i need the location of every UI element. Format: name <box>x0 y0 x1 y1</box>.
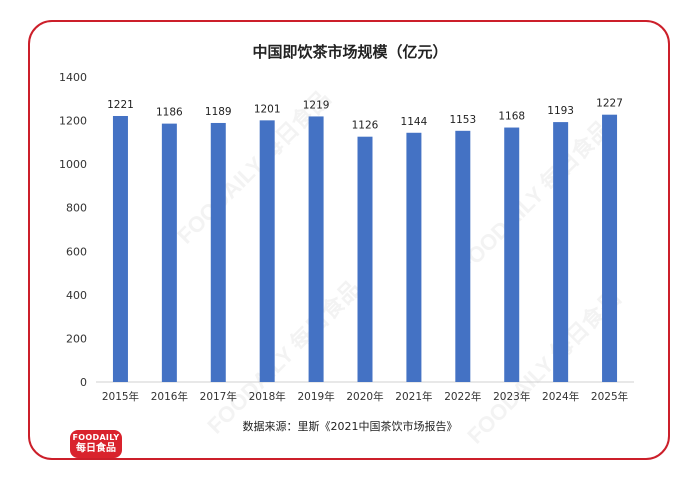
x-tick-label: 2017年 <box>200 390 237 403</box>
x-tick-label: 2022年 <box>444 390 481 403</box>
x-tick-label: 2021年 <box>395 390 432 403</box>
logo-line1: FOODAILY <box>72 433 120 442</box>
x-tick-label: 2020年 <box>346 390 383 403</box>
x-tick-label: 2015年 <box>102 390 139 403</box>
bar <box>357 136 373 382</box>
chart-title: 中国即饮茶市场规模（亿元） <box>252 43 448 61</box>
y-tick-label: 1200 <box>59 115 87 128</box>
data-label: 1189 <box>205 106 232 118</box>
x-tick-label: 2016年 <box>151 390 188 403</box>
y-tick-label: 1400 <box>59 71 87 84</box>
y-tick-label: 0 <box>80 376 87 389</box>
logo-line2: 每日食品 <box>76 443 116 454</box>
y-tick-label: 200 <box>66 332 87 345</box>
x-tick-label: 2024年 <box>542 390 579 403</box>
source-note: 数据来源：里斯《2021中国茶饮市场报告》 <box>242 420 458 433</box>
bar <box>210 122 226 382</box>
data-label: 1201 <box>254 103 281 115</box>
x-tick-label: 2018年 <box>249 390 286 403</box>
data-label: 1168 <box>498 111 525 123</box>
x-tick-label: 2019年 <box>297 390 334 403</box>
bar <box>112 115 128 382</box>
bar <box>455 130 471 382</box>
x-tick-label: 2025年 <box>591 390 628 403</box>
data-label: 1219 <box>303 99 330 111</box>
foodaily-logo: FOODAILY 每日食品 <box>70 430 122 458</box>
data-label: 1221 <box>107 99 134 111</box>
y-tick-label: 800 <box>66 202 87 215</box>
data-label: 1126 <box>352 120 379 132</box>
bar <box>406 132 422 382</box>
bar <box>602 114 618 383</box>
data-label: 1153 <box>449 114 476 126</box>
data-label: 1193 <box>547 105 574 117</box>
bar <box>504 127 520 383</box>
y-tick-label: 600 <box>66 245 87 258</box>
data-label: 1144 <box>401 116 428 128</box>
bar <box>553 122 569 382</box>
data-label: 1186 <box>156 107 183 119</box>
bar <box>259 120 275 382</box>
data-label: 1227 <box>596 98 623 110</box>
bar <box>308 116 324 383</box>
y-tick-label: 400 <box>66 289 87 302</box>
bar <box>161 123 177 382</box>
x-tick-label: 2023年 <box>493 390 530 403</box>
y-tick-label: 1000 <box>59 158 87 171</box>
